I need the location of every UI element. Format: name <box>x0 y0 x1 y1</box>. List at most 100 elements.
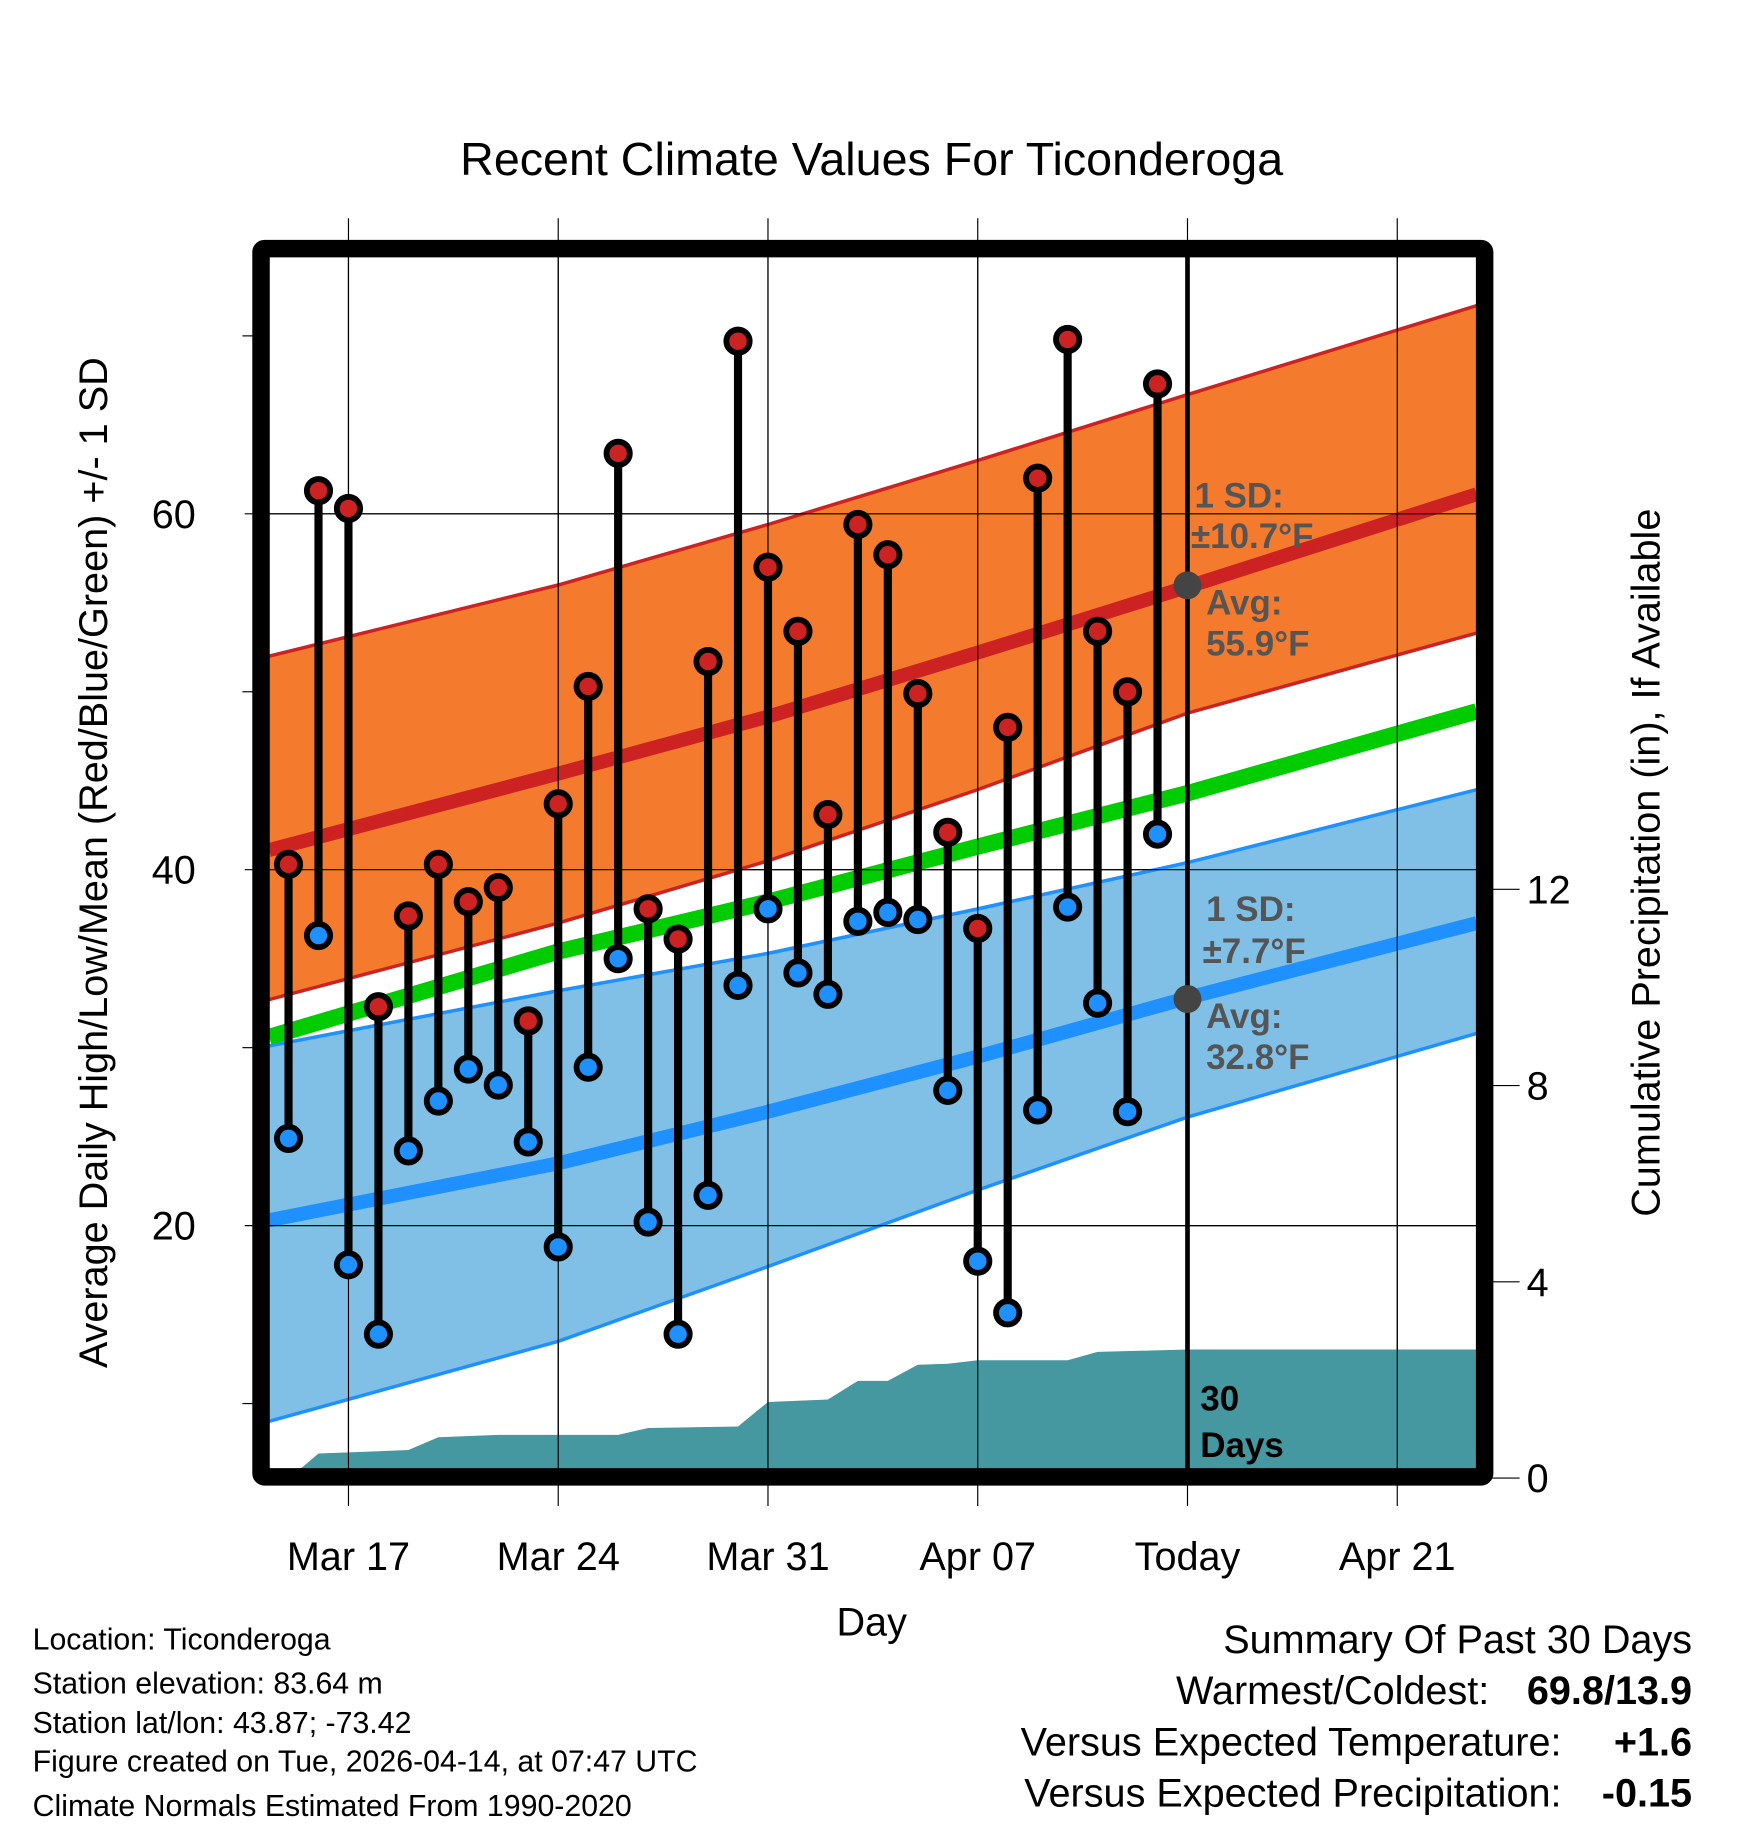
daily-low-point <box>753 894 783 924</box>
info-created: Figure created on Tue, 2026-04-14, at 07… <box>33 1746 698 1779</box>
high-sd-value: ±10.7°F <box>1191 517 1314 556</box>
low-upper-line <box>269 787 1477 1048</box>
high-avg-label: Avg: <box>1206 584 1282 623</box>
today-low-avg-dot <box>1173 985 1202 1014</box>
y-tick-label: 60 <box>152 493 196 537</box>
station-info: Location: Ticonderoga Station elevation:… <box>33 1623 698 1823</box>
high-sd-label: 1 SD: <box>1194 476 1283 515</box>
y-tick-label: 40 <box>152 849 196 893</box>
y-tick-label: 20 <box>152 1205 196 1249</box>
daily-high-point <box>723 326 753 356</box>
daily-high-point <box>813 799 843 830</box>
y-right-tick-label: 0 <box>1527 1457 1549 1501</box>
summary-title: Summary Of Past 30 Days <box>1223 1618 1692 1662</box>
x-tick-label: Mar 31 <box>706 1535 829 1579</box>
daily-low-point <box>663 1319 693 1349</box>
today-high-avg-dot <box>1173 571 1202 600</box>
daily-low-point <box>723 970 753 1000</box>
daily-low-point <box>813 979 843 1009</box>
precip-area <box>300 1349 1477 1469</box>
daily-low-point <box>273 1123 304 1153</box>
daily-low-point <box>993 1298 1023 1328</box>
x-tick-label: Apr 21 <box>1339 1535 1456 1579</box>
daily-high-point <box>963 913 993 944</box>
daily-high-point <box>363 992 393 1022</box>
daily-high-point <box>753 552 783 582</box>
daily-low-point <box>303 920 334 951</box>
info-elevation: Station elevation: 83.64 m <box>33 1668 383 1701</box>
daily-high-point <box>1053 324 1083 355</box>
daily-low-point <box>573 1052 603 1082</box>
daily-low-point <box>933 1075 963 1105</box>
low-sd-band <box>269 789 1477 1422</box>
y-right-tick-label: 4 <box>1527 1261 1549 1305</box>
daily-low-point <box>873 897 903 927</box>
daily-low-point <box>363 1319 393 1349</box>
daily-high-point <box>993 712 1023 742</box>
observations <box>273 256 1190 1472</box>
daily-low-point <box>843 906 873 936</box>
y-axis-title-right: Cumulative Precipitation (in), If Availa… <box>1624 509 1668 1217</box>
y-right-tick-label: 8 <box>1527 1065 1549 1109</box>
daily-high-point <box>273 849 304 879</box>
daily-low-point <box>423 1086 453 1116</box>
days-word: Days <box>1200 1426 1284 1465</box>
x-axis-title: Day <box>836 1600 907 1644</box>
daily-low-point <box>543 1232 573 1262</box>
daily-high-point <box>843 509 873 540</box>
daily-low-point <box>483 1070 513 1100</box>
summary: Summary Of Past 30 Days Warmest/Coldest:… <box>1021 1618 1692 1816</box>
annotations: 1 SD: ±10.7°F Avg: 55.9°F 1 SD: ±7.7°F A… <box>1173 476 1314 1465</box>
daily-high-point <box>693 646 723 677</box>
daily-low-point <box>1083 988 1113 1018</box>
y-right-tick-label: 12 <box>1527 868 1571 912</box>
low-avg-label: Avg: <box>1206 997 1282 1036</box>
daily-high-point <box>1023 463 1053 493</box>
daily-high-point <box>903 678 933 709</box>
days-count: 30 <box>1200 1379 1239 1418</box>
daily-high-point <box>573 671 603 701</box>
x-tick-label: Mar 17 <box>287 1535 410 1579</box>
daily-low-point <box>693 1180 723 1210</box>
daily-high-point <box>333 493 364 524</box>
daily-low-point <box>633 1207 663 1237</box>
x-tick-label: Today <box>1135 1535 1241 1579</box>
daily-low-point <box>903 904 933 935</box>
daily-high-point <box>1113 677 1143 707</box>
temp-vs-expected-label: Versus Expected Temperature: <box>1021 1720 1562 1764</box>
low-sd-value: ±7.7°F <box>1203 932 1306 971</box>
low-sd-label: 1 SD: <box>1206 890 1295 929</box>
daily-low-point <box>1023 1095 1053 1125</box>
daily-low-point <box>603 944 633 974</box>
daily-low-point <box>1053 892 1083 922</box>
daily-low-point <box>783 958 813 988</box>
daily-high-point <box>603 438 633 468</box>
daily-high-point <box>783 616 813 646</box>
daily-high-point <box>303 476 334 506</box>
plot-area <box>269 256 1477 1469</box>
daily-high-point <box>633 894 663 924</box>
low-avg-value: 32.8°F <box>1206 1038 1309 1077</box>
warm-cold-label: Warmest/Coldest: <box>1176 1669 1489 1713</box>
precip-vs-expected-label: Versus Expected Precipitation: <box>1024 1772 1561 1816</box>
daily-low-point <box>453 1054 483 1084</box>
daily-low-point <box>1142 819 1173 849</box>
high-upper-line <box>269 303 1477 658</box>
daily-high-point <box>663 924 693 954</box>
daily-low-point <box>333 1250 364 1280</box>
info-normals: Climate Normals Estimated From 1990-2020 <box>33 1790 632 1823</box>
low-lower-line <box>269 1031 1477 1424</box>
y-axis-title-left: Average Daily High/Low/Mean (Red/Blue/Gr… <box>72 357 116 1368</box>
high-lower-line <box>269 631 1477 1002</box>
daily-high-point <box>483 872 513 903</box>
daily-low-point <box>963 1246 993 1276</box>
high-sd-band <box>269 305 1477 1000</box>
chart-title: Recent Climate Values For Ticonderoga <box>460 133 1283 185</box>
daily-high-point <box>423 849 453 879</box>
daily-low-point <box>513 1127 543 1157</box>
high-avg-value: 55.9°F <box>1206 624 1309 663</box>
daily-high-point <box>393 901 423 931</box>
daily-high-point <box>873 540 903 570</box>
x-tick-label: Mar 24 <box>497 1535 620 1579</box>
